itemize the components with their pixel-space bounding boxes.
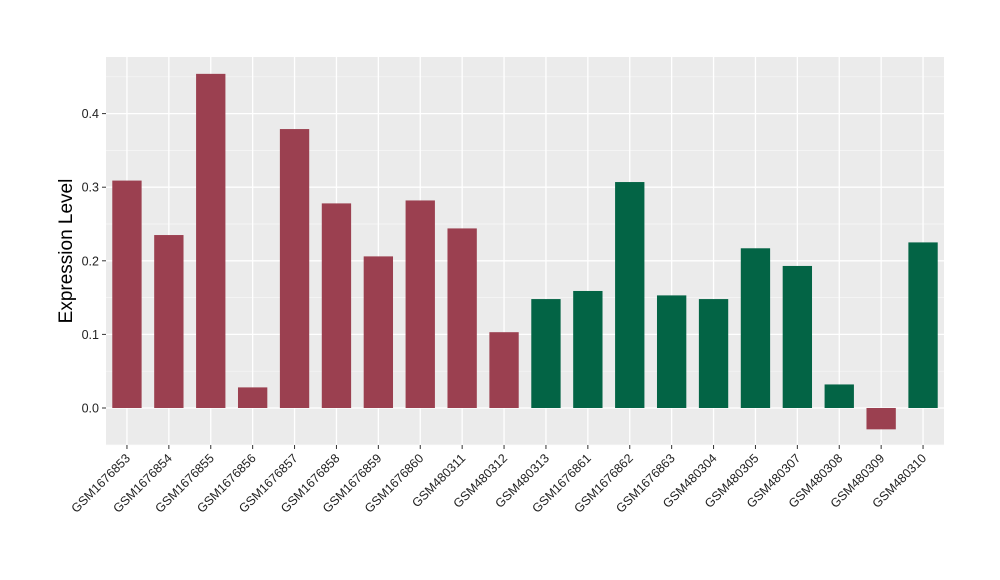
- bar: [908, 242, 938, 408]
- bar: [279, 129, 310, 408]
- bar: [363, 256, 394, 408]
- y-tick-label: 0.3: [82, 181, 99, 195]
- y-tick-label: 0.2: [82, 254, 99, 268]
- bar: [154, 235, 184, 408]
- bar: [782, 265, 813, 408]
- bar: [321, 203, 352, 408]
- minor-gridlines: [106, 76, 944, 446]
- bar: [447, 228, 477, 408]
- bar: [405, 200, 435, 408]
- y-axis-title: Expression Level: [56, 179, 77, 324]
- bar: [112, 180, 142, 408]
- y-axis-ticks: 0.0 0.1 0.2 0.3 0.4: [82, 107, 106, 416]
- bar: [698, 299, 729, 408]
- bars: [112, 73, 938, 430]
- bar: [531, 299, 561, 408]
- bar: [615, 182, 645, 408]
- bar: [489, 332, 519, 408]
- bar: [656, 295, 687, 408]
- bar: [196, 73, 226, 408]
- y-tick-label: 0.4: [82, 107, 99, 121]
- bar: [866, 408, 896, 430]
- bar: [573, 290, 603, 408]
- y-tick-label: 0.1: [82, 328, 99, 342]
- x-axis-ticks: GSM1676853GSM1676854GSM1676855GSM1676856…: [69, 445, 929, 516]
- plot-background: [106, 57, 944, 445]
- bar: [237, 387, 268, 408]
- bar: [824, 384, 854, 408]
- y-tick-label: 0.0: [82, 402, 99, 416]
- bar: [740, 248, 771, 408]
